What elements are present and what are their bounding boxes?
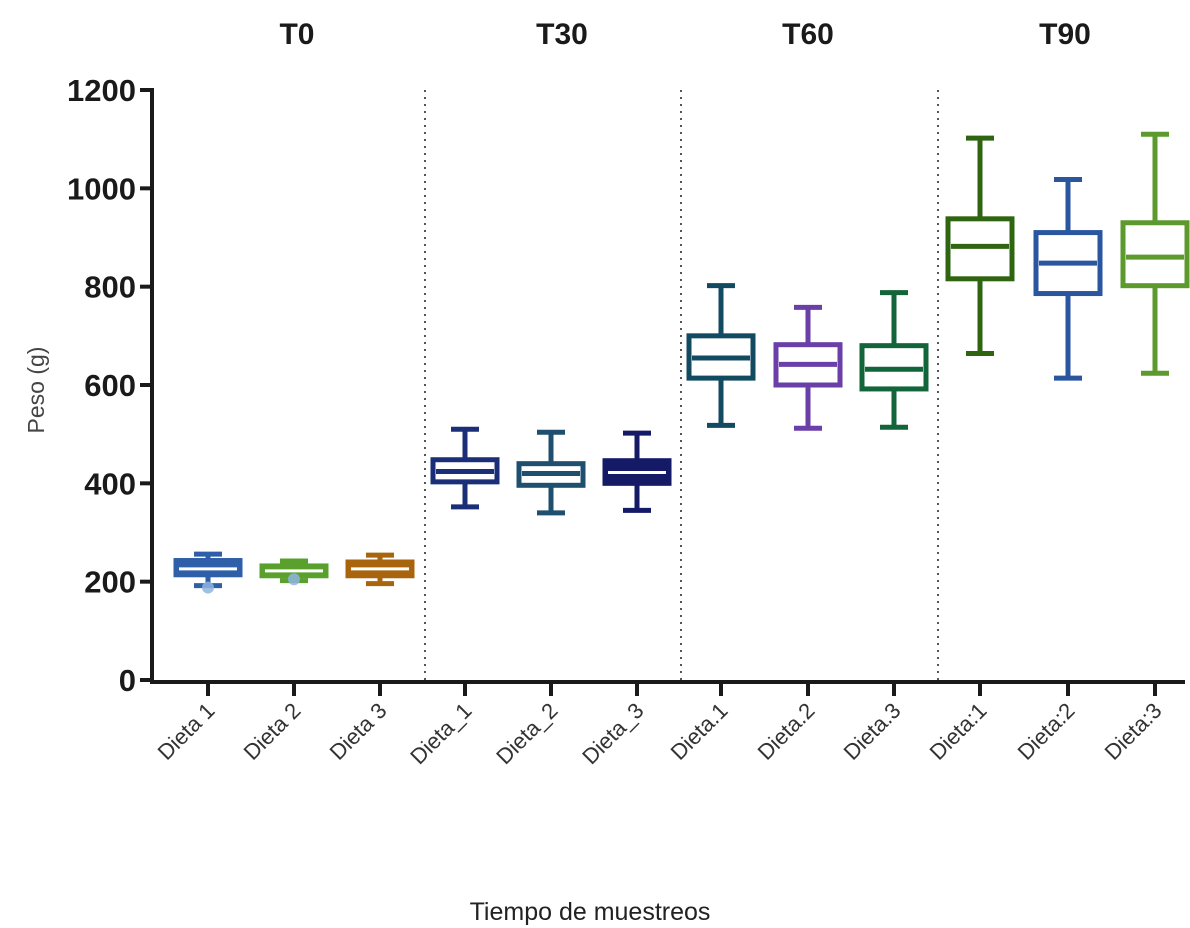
group-label: T30 [536,18,588,51]
y-tick-label: 800 [84,270,136,305]
x-tick-label: Dieta:3 [1100,698,1167,765]
box-plot [945,135,1015,357]
y-tick-label: 600 [84,368,136,403]
x-tick-label: Dieta.2 [753,698,820,765]
box-plot [259,558,329,586]
x-axis-label: Tiempo de muestreos [470,898,711,926]
y-tick-label: 200 [84,565,136,600]
box-plot [686,283,756,428]
box-plot [1033,176,1103,381]
x-tick-label: Dieta_1 [405,698,476,769]
box-plot [516,429,586,516]
box-plot [859,290,929,430]
x-tick-label: Dieta:2 [1013,698,1080,765]
y-axis-label: Peso (g) [23,347,49,434]
group-label: T0 [279,18,314,51]
box-iqr [1120,220,1190,289]
box-series [173,131,1190,594]
group-label: T60 [782,18,834,51]
group-separators [424,90,939,680]
y-tick-label: 0 [119,663,136,698]
x-tick-label: Dieta.1 [666,698,733,765]
box-plot [430,426,500,510]
y-axis-ticks: 0 200 400 600 800 1000 1200 [67,73,152,698]
x-axis-ticks: Dieta 1 Dieta 2 Dieta 3 Dieta_1 Dieta_2 Dieta… [153,682,1167,769]
x-tick-label: Dieta.3 [839,698,906,765]
x-tick-label: Dieta_2 [491,698,562,769]
outlier-point [288,573,300,586]
x-tick-label: Dieta 1 [153,698,220,765]
x-tick-label: Dieta_3 [577,698,648,769]
y-tick-label: 1200 [67,73,136,108]
group-label: T90 [1039,18,1091,51]
y-tick-label: 1000 [67,171,136,206]
x-tick-label: Dieta:1 [925,698,992,765]
x-tick-label: Dieta 2 [239,698,306,765]
box-plot [602,430,672,513]
box-plot [773,304,843,431]
x-tick-label: Dieta 3 [325,698,392,765]
box-plot [345,552,415,587]
box-plot [173,551,243,594]
y-tick-label: 400 [84,466,136,501]
outlier-point [202,581,214,594]
box-plot [1120,131,1190,376]
group-labels: T0 T30 T60 T90 [279,18,1090,51]
